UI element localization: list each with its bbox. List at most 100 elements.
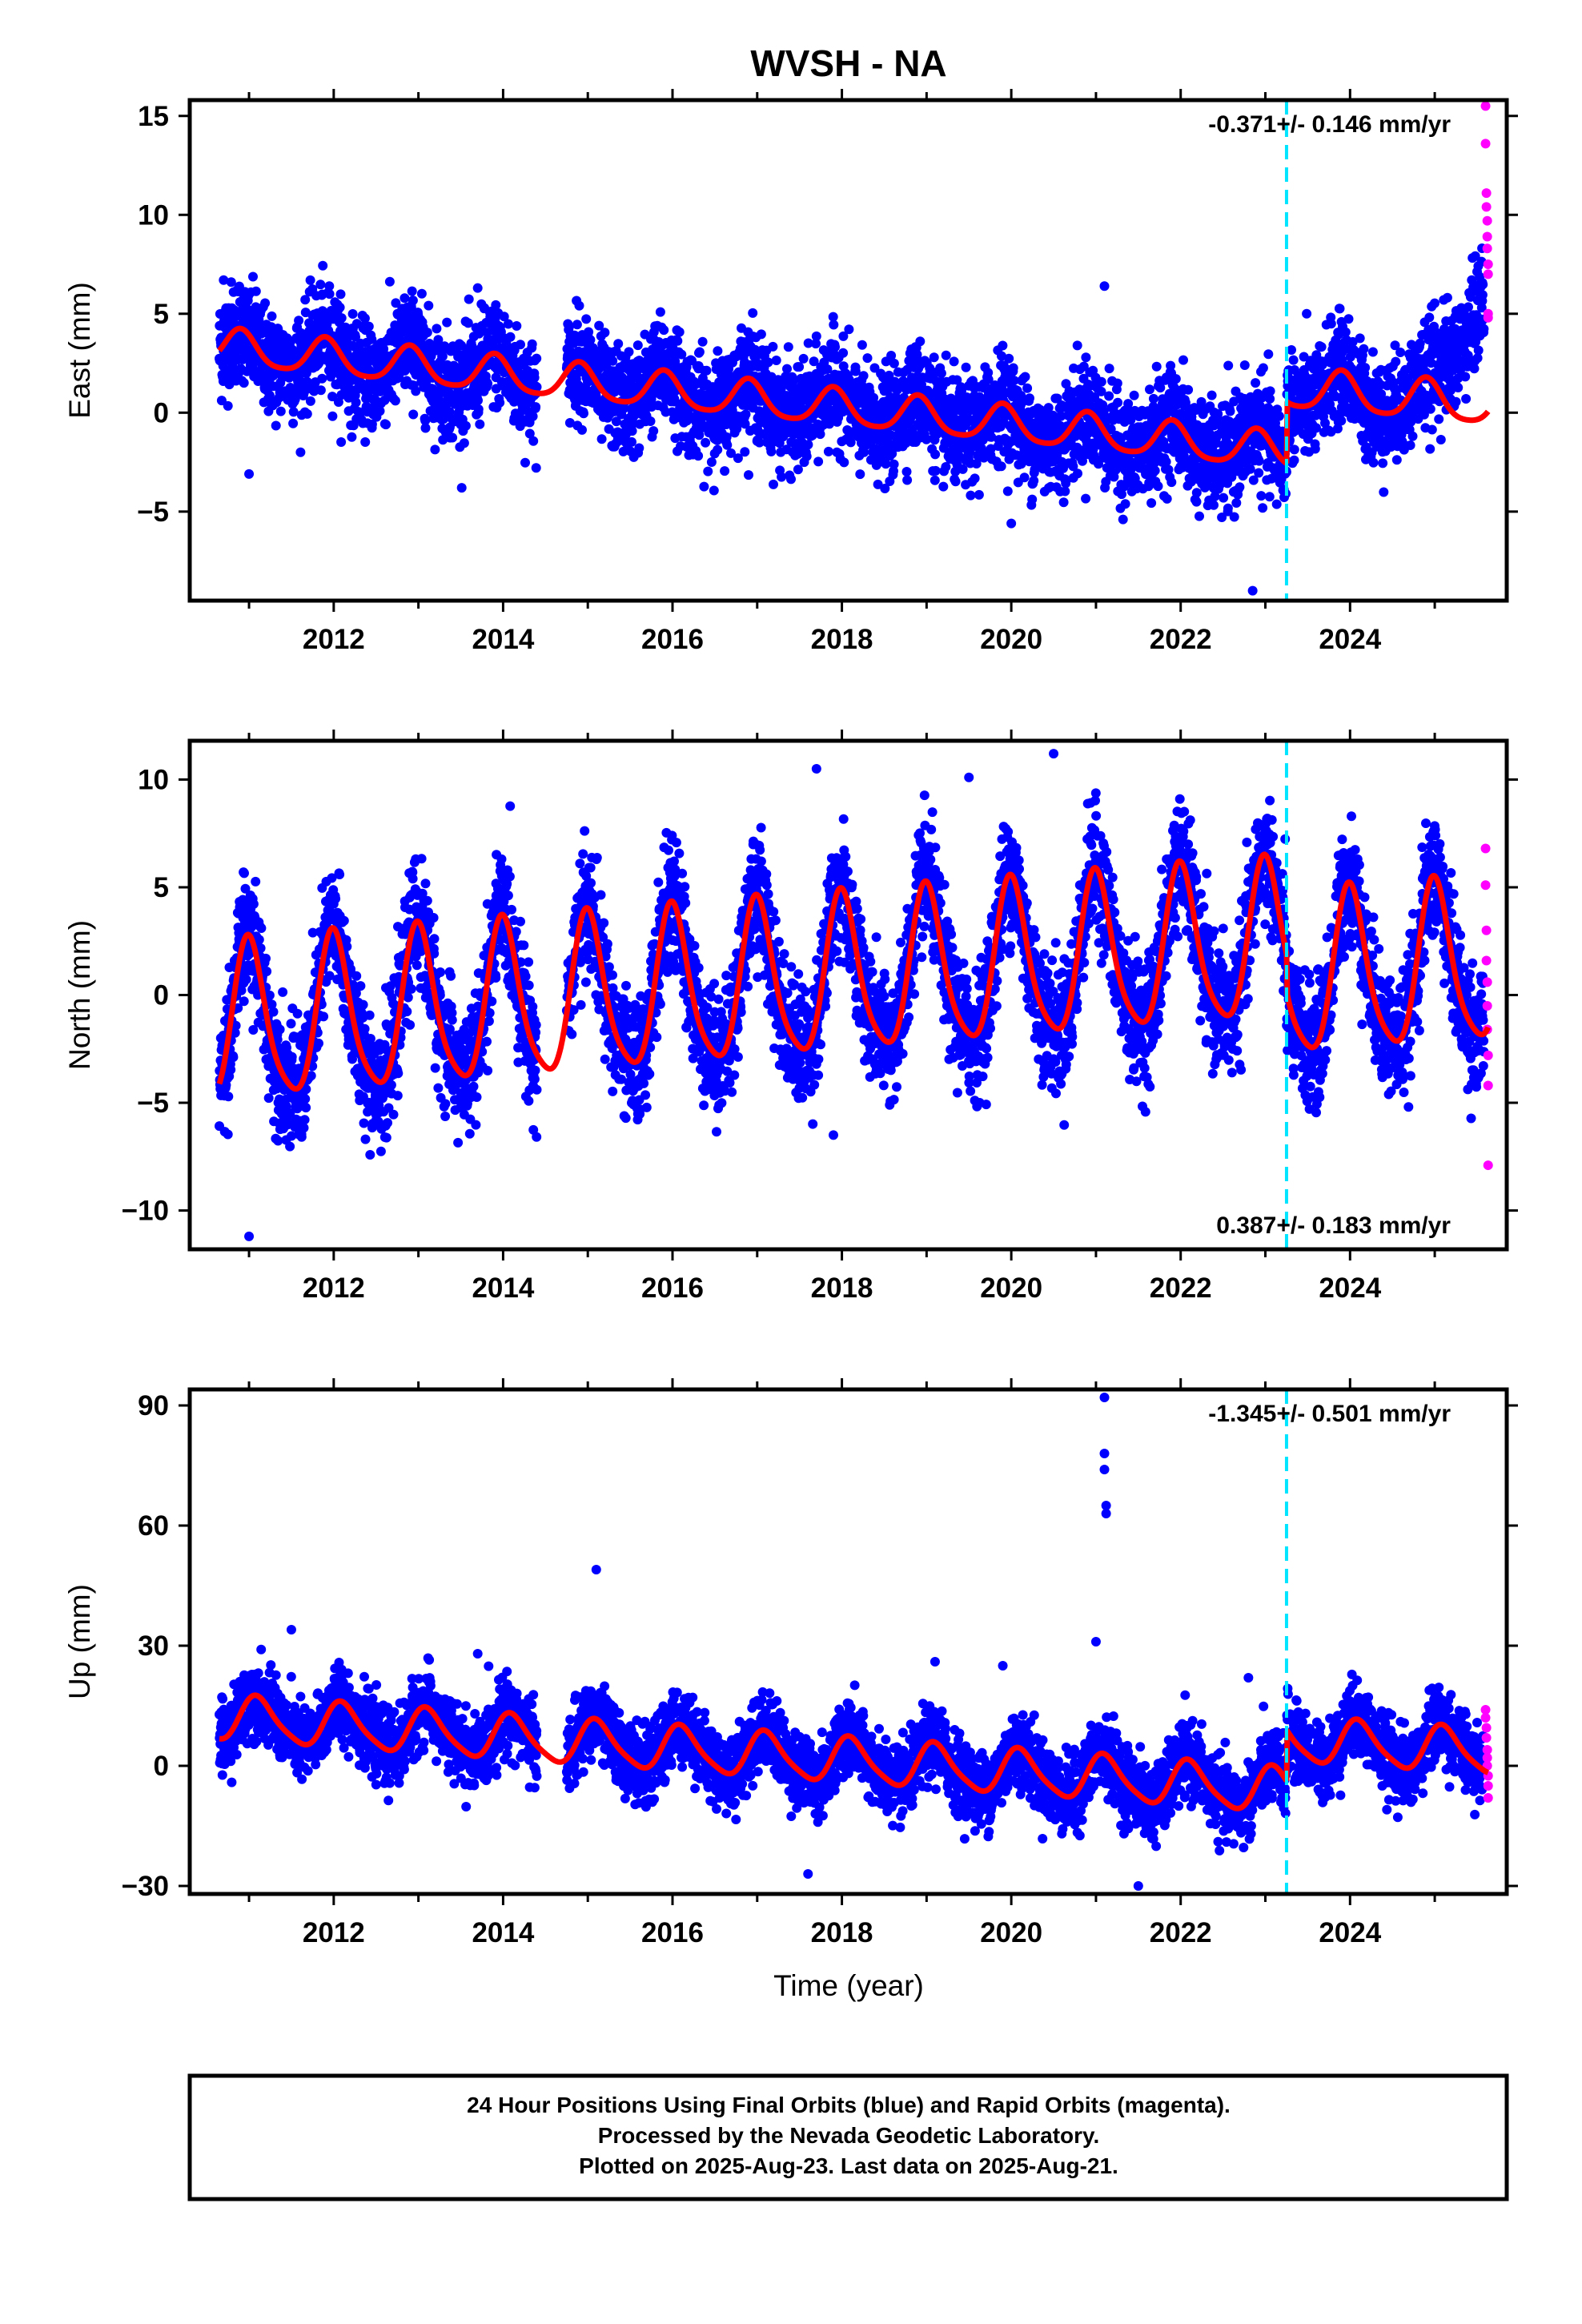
final-point bbox=[360, 437, 371, 447]
final-point bbox=[970, 473, 980, 484]
final-point bbox=[744, 470, 753, 480]
final-point bbox=[407, 286, 417, 296]
final-point bbox=[624, 347, 634, 357]
final-point bbox=[459, 438, 469, 448]
final-point bbox=[275, 406, 286, 416]
final-point bbox=[1148, 393, 1158, 404]
final-point bbox=[740, 447, 750, 457]
final-point bbox=[251, 286, 261, 296]
final-point bbox=[531, 402, 541, 412]
final-point bbox=[529, 372, 540, 383]
final-point bbox=[1073, 468, 1082, 479]
final-point bbox=[1072, 340, 1082, 351]
final-point bbox=[351, 397, 361, 408]
final-point bbox=[930, 475, 940, 485]
final-point bbox=[1162, 493, 1172, 504]
final-point bbox=[783, 342, 793, 352]
final-point bbox=[1081, 493, 1091, 504]
final-point bbox=[838, 348, 849, 358]
final-point bbox=[1254, 456, 1264, 466]
final-point bbox=[1251, 378, 1261, 388]
final-point bbox=[1289, 444, 1299, 455]
final-point bbox=[1256, 491, 1267, 501]
final-point bbox=[912, 349, 922, 360]
final-point bbox=[1195, 511, 1204, 521]
final-point bbox=[315, 279, 326, 290]
final-point bbox=[460, 420, 471, 431]
final-point bbox=[390, 396, 400, 406]
final-point bbox=[634, 443, 644, 453]
final-point bbox=[1166, 477, 1177, 488]
final-point bbox=[1096, 376, 1106, 387]
final-point bbox=[713, 346, 723, 356]
final-point bbox=[579, 408, 588, 419]
final-point bbox=[901, 467, 912, 476]
final-point bbox=[1129, 390, 1139, 400]
final-point bbox=[305, 275, 315, 285]
final-point bbox=[1025, 393, 1034, 404]
final-point bbox=[1235, 482, 1245, 493]
east-final-points bbox=[215, 243, 1489, 596]
final-point bbox=[1113, 397, 1123, 408]
final-point bbox=[648, 426, 659, 436]
final-point bbox=[974, 489, 984, 500]
final-point bbox=[1120, 499, 1130, 509]
final-point bbox=[813, 456, 824, 467]
final-point bbox=[748, 308, 758, 318]
final-point bbox=[697, 336, 708, 347]
final-point bbox=[829, 320, 839, 330]
final-point bbox=[768, 341, 778, 352]
final-point bbox=[335, 289, 346, 300]
final-point bbox=[1020, 372, 1030, 382]
final-point bbox=[1146, 498, 1157, 509]
final-point bbox=[223, 400, 233, 411]
final-point bbox=[422, 328, 432, 338]
final-point bbox=[766, 446, 777, 456]
final-point bbox=[941, 350, 951, 360]
chart-title: WVSH - NA bbox=[750, 42, 946, 84]
final-point bbox=[1379, 487, 1389, 497]
final-point bbox=[632, 340, 643, 351]
final-point bbox=[516, 340, 525, 350]
final-point bbox=[1391, 356, 1401, 367]
final-point bbox=[673, 336, 683, 346]
final-point bbox=[823, 446, 833, 456]
final-point bbox=[336, 437, 347, 447]
final-point bbox=[305, 396, 315, 406]
final-point bbox=[1153, 481, 1163, 492]
final-point bbox=[1151, 361, 1162, 372]
final-point bbox=[528, 436, 539, 446]
final-point bbox=[1191, 488, 1202, 498]
final-point bbox=[1271, 499, 1282, 509]
final-point bbox=[408, 409, 419, 420]
final-point bbox=[998, 340, 1008, 351]
final-point bbox=[1207, 390, 1217, 400]
final-point bbox=[503, 319, 513, 329]
final-point bbox=[288, 407, 299, 417]
final-point bbox=[1355, 333, 1365, 344]
final-point bbox=[1223, 503, 1233, 513]
final-point bbox=[381, 420, 391, 430]
final-point bbox=[318, 260, 328, 271]
final-point bbox=[613, 339, 624, 349]
final-point bbox=[335, 302, 345, 312]
final-point bbox=[961, 362, 971, 372]
final-point bbox=[674, 327, 685, 337]
final-point bbox=[938, 481, 949, 492]
final-point bbox=[1274, 411, 1284, 421]
final-point bbox=[302, 408, 312, 419]
final-point bbox=[1150, 465, 1160, 476]
final-point bbox=[327, 392, 338, 402]
final-point bbox=[1239, 360, 1250, 370]
final-point bbox=[1263, 349, 1274, 360]
east-panel: 2012 2014 2016 2018 2020 2022 2024−5051015East… bbox=[63, 89, 1518, 655]
final-point bbox=[324, 281, 335, 292]
final-point bbox=[1368, 457, 1379, 468]
final-point bbox=[966, 490, 976, 501]
final-point bbox=[351, 332, 360, 342]
final-point bbox=[1104, 364, 1114, 374]
final-point bbox=[655, 307, 665, 317]
final-point bbox=[741, 409, 751, 420]
final-point bbox=[577, 424, 587, 435]
final-point bbox=[448, 432, 458, 443]
